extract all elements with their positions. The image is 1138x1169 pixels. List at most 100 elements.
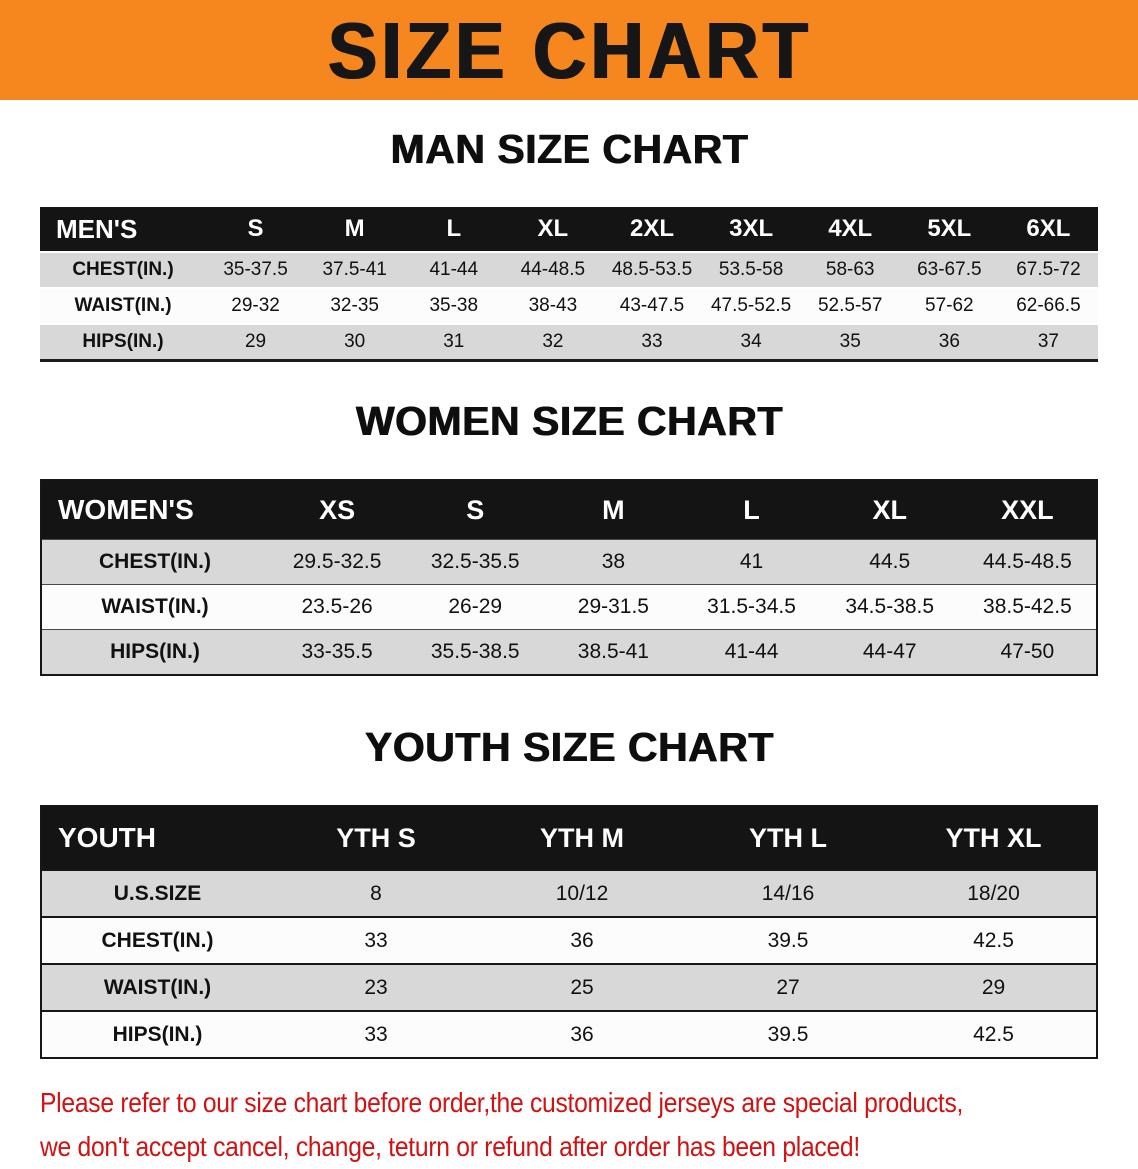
banner-title: SIZE CHART xyxy=(327,5,811,95)
youth-value-cell: 36 xyxy=(479,917,685,965)
youth-value-cell: 8 xyxy=(273,870,479,918)
youth-data-row: U.S.SIZE 8 10/12 14/16 18/20 xyxy=(41,870,1097,918)
men-value-cell: 35-38 xyxy=(404,288,504,325)
men-value-cell: 33 xyxy=(602,324,702,361)
women-row-label: CHEST(IN.) xyxy=(41,539,268,585)
men-header-row: MEN'S S M L XL 2XL 3XL 4XL 5XL 6XL xyxy=(40,207,1098,253)
youth-header-cell: YTH L xyxy=(685,806,891,871)
youth-section-heading: YOUTH SIZE CHART xyxy=(364,724,774,771)
men-header-cell: 2XL xyxy=(602,207,702,253)
youth-value-cell: 33 xyxy=(273,917,479,965)
men-value-cell: 48.5-53.5 xyxy=(602,252,702,289)
youth-value-cell: 39.5 xyxy=(685,1011,891,1059)
men-value-cell: 41-44 xyxy=(404,252,504,289)
women-header-cell: WOMEN'S xyxy=(41,480,268,540)
men-value-cell: 34 xyxy=(701,324,801,361)
women-value-cell: 29.5-32.5 xyxy=(268,539,407,585)
men-header-cell: S xyxy=(206,207,306,253)
footer-line-1: Please refer to our size chart before or… xyxy=(40,1087,964,1119)
youth-row-label: CHEST(IN.) xyxy=(41,917,273,965)
youth-header-cell: YOUTH xyxy=(41,806,273,871)
men-value-cell: 30 xyxy=(305,324,405,361)
women-value-cell: 44.5-48.5 xyxy=(958,539,1097,585)
men-value-cell: 36 xyxy=(899,324,999,361)
men-header-cell: M xyxy=(305,207,405,253)
women-section-heading: WOMEN SIZE CHART xyxy=(355,398,783,445)
women-value-cell: 35.5-38.5 xyxy=(406,629,545,676)
women-header-row: WOMEN'S XS S M L XL XXL xyxy=(41,480,1097,540)
women-value-cell: 38.5-42.5 xyxy=(958,584,1097,630)
youth-value-cell: 25 xyxy=(479,964,685,1012)
men-header-cell: 6XL xyxy=(998,207,1098,253)
women-size-table: WOMEN'S XS S M L XL XXL CHEST(IN.) 29.5-32.5 32.5… xyxy=(40,479,1098,677)
youth-value-cell: 42.5 xyxy=(891,917,1097,965)
youth-header-cell: YTH XL xyxy=(891,806,1097,871)
men-value-cell: 62-66.5 xyxy=(998,288,1098,325)
men-value-cell: 35-37.5 xyxy=(206,252,306,289)
men-row-label: WAIST(IN.) xyxy=(40,288,206,325)
youth-row-label: HIPS(IN.) xyxy=(41,1011,273,1059)
men-value-cell: 57-62 xyxy=(899,288,999,325)
women-value-cell: 29-31.5 xyxy=(544,584,683,630)
men-header-cell: MEN'S xyxy=(40,207,206,253)
women-value-cell: 44-47 xyxy=(820,629,959,676)
women-value-cell: 34.5-38.5 xyxy=(820,584,959,630)
men-value-cell: 58-63 xyxy=(800,252,900,289)
men-value-cell: 32-35 xyxy=(305,288,405,325)
youth-data-row: HIPS(IN.) 33 36 39.5 42.5 xyxy=(41,1011,1097,1059)
men-data-row: WAIST(IN.) 29-32 32-35 35-38 38-43 43-47.5 47.… xyxy=(40,288,1098,325)
youth-value-cell: 18/20 xyxy=(891,870,1097,918)
youth-value-cell: 10/12 xyxy=(479,870,685,918)
youth-header-row: YOUTH YTH S YTH M YTH L YTH XL xyxy=(41,806,1097,871)
women-value-cell: 32.5-35.5 xyxy=(406,539,545,585)
men-header-cell: XL xyxy=(503,207,603,253)
youth-row-label: U.S.SIZE xyxy=(41,870,273,918)
men-value-cell: 53.5-58 xyxy=(701,252,801,289)
women-value-cell: 33-35.5 xyxy=(268,629,407,676)
footer-note: Please refer to our size chart before or… xyxy=(40,1081,1098,1169)
men-value-cell: 63-67.5 xyxy=(899,252,999,289)
men-size-table: MEN'S S M L XL 2XL 3XL 4XL 5XL 6XL CHEST(IN.) 35-37… xyxy=(40,207,1098,363)
men-value-cell: 35 xyxy=(800,324,900,361)
youth-value-cell: 23 xyxy=(273,964,479,1012)
youth-header-cell: YTH S xyxy=(273,806,479,871)
size-chart-banner: SIZE CHART xyxy=(0,0,1138,100)
youth-value-cell: 36 xyxy=(479,1011,685,1059)
men-value-cell: 31 xyxy=(404,324,504,361)
men-value-cell: 37.5-41 xyxy=(305,252,405,289)
youth-row-label: WAIST(IN.) xyxy=(41,964,273,1012)
youth-value-cell: 14/16 xyxy=(685,870,891,918)
women-header-cell: M xyxy=(544,480,683,540)
men-value-cell: 44-48.5 xyxy=(503,252,603,289)
youth-size-table: YOUTH YTH S YTH M YTH L YTH XL U.S.SIZE 8 10/12… xyxy=(40,805,1098,1060)
youth-value-cell: 42.5 xyxy=(891,1011,1097,1059)
women-value-cell: 41 xyxy=(682,539,821,585)
women-value-cell: 47-50 xyxy=(958,629,1097,676)
men-data-row: HIPS(IN.) 29 30 31 32 33 34 35 36 37 xyxy=(40,324,1098,361)
women-data-row: CHEST(IN.) 29.5-32.5 32.5-35.5 38 41 44.5 44.5… xyxy=(41,539,1097,585)
women-header-cell: XS xyxy=(268,480,407,540)
women-value-cell: 23.5-26 xyxy=(268,584,407,630)
men-value-cell: 32 xyxy=(503,324,603,361)
women-header-cell: XL xyxy=(820,480,959,540)
youth-value-cell: 27 xyxy=(685,964,891,1012)
women-data-row: HIPS(IN.) 33-35.5 35.5-38.5 38.5-41 41-44 44-… xyxy=(41,629,1097,676)
men-value-cell: 43-47.5 xyxy=(602,288,702,325)
men-header-cell: L xyxy=(404,207,504,253)
women-row-label: HIPS(IN.) xyxy=(41,629,268,676)
men-data-row: CHEST(IN.) 35-37.5 37.5-41 41-44 44-48.5 48.5… xyxy=(40,252,1098,289)
man-section-heading: MAN SIZE CHART xyxy=(390,126,748,172)
men-header-cell: 4XL xyxy=(800,207,900,253)
women-value-cell: 26-29 xyxy=(406,584,545,630)
men-header-cell: 3XL xyxy=(701,207,801,253)
women-header-cell: XXL xyxy=(958,480,1097,540)
men-value-cell: 47.5-52.5 xyxy=(701,288,801,325)
men-value-cell: 37 xyxy=(998,324,1098,361)
men-row-label: CHEST(IN.) xyxy=(40,252,206,289)
youth-data-row: WAIST(IN.) 23 25 27 29 xyxy=(41,964,1097,1012)
women-header-cell: L xyxy=(682,480,821,540)
men-value-cell: 52.5-57 xyxy=(800,288,900,325)
women-value-cell: 31.5-34.5 xyxy=(682,584,821,630)
men-header-cell: 5XL xyxy=(899,207,999,253)
women-value-cell: 44.5 xyxy=(820,539,959,585)
